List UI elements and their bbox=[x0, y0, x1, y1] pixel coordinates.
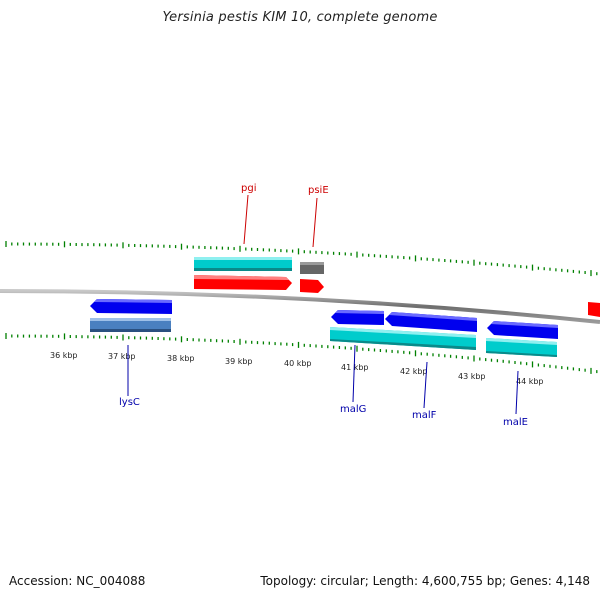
gene-labels: pgi psiE lysC malG malF malE bbox=[119, 183, 528, 428]
tick-label: 40 kbp bbox=[284, 359, 312, 368]
tick-label: 42 kbp bbox=[400, 367, 428, 376]
tick-label: 39 kbp bbox=[225, 357, 253, 366]
gene-label-malG[interactable]: malG bbox=[340, 404, 366, 415]
edge-cds-arrow[interactable] bbox=[588, 302, 600, 317]
tick-label: 37 kbp bbox=[108, 352, 136, 361]
outer-tick-ring bbox=[5, 241, 598, 277]
map-title: Yersinia pestis KIM 10, complete genome bbox=[162, 10, 438, 25]
pgi-leader-line bbox=[243, 194, 249, 245]
gene-label-malF[interactable]: malF bbox=[412, 410, 437, 421]
gene-label-malE[interactable]: malE bbox=[503, 417, 528, 428]
genome-stats-text: Topology: circular; Length: 4,600,755 bp… bbox=[260, 574, 590, 588]
accession-text: Accession: NC_004088 bbox=[9, 574, 146, 588]
malE-leader-line bbox=[515, 370, 519, 415]
reverse-strand-features bbox=[90, 299, 558, 357]
gene-label-pgi[interactable]: pgi bbox=[241, 183, 256, 194]
tick-label: 36 kbp bbox=[50, 351, 78, 360]
malG-cds-arrow[interactable] bbox=[331, 310, 384, 325]
lysC-cds-arrow[interactable] bbox=[90, 299, 172, 314]
tick-label: 44 kbp bbox=[516, 377, 544, 386]
malF-leader-line bbox=[423, 361, 428, 409]
tick-labels: 36 kbp 37 kbp 38 kbp 39 kbp 40 kbp 41 kb… bbox=[50, 351, 544, 386]
malG-malF-gene-bar[interactable] bbox=[330, 327, 476, 350]
tick-label: 43 kbp bbox=[458, 372, 486, 381]
malG-leader-line bbox=[352, 344, 356, 403]
tick-label: 38 kbp bbox=[167, 354, 195, 363]
tick-label: 41 kbp bbox=[341, 363, 369, 372]
psiE-cds-arrow[interactable] bbox=[300, 279, 324, 293]
genome-backbone bbox=[0, 289, 600, 324]
gene-label-psiE[interactable]: psiE bbox=[308, 185, 329, 196]
inner-tick-ring bbox=[5, 333, 598, 374]
forward-strand-features bbox=[194, 257, 600, 317]
gene-label-lysC[interactable]: lysC bbox=[119, 397, 140, 408]
psiE-leader-line bbox=[312, 197, 318, 248]
lysC-gene-bar[interactable] bbox=[90, 318, 171, 331]
pgi-gene-bar[interactable] bbox=[194, 257, 292, 268]
